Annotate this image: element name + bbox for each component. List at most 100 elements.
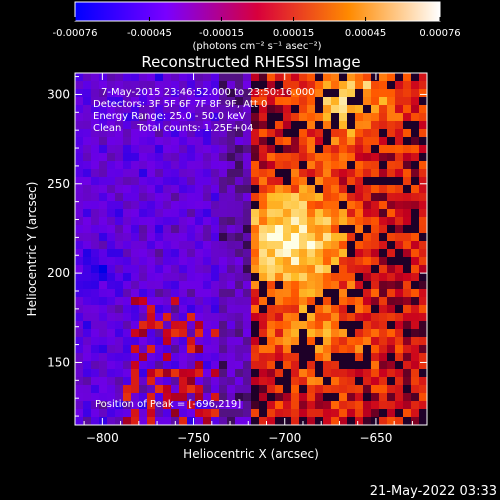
heatmap-cell <box>387 217 396 226</box>
heatmap-cell <box>315 153 324 162</box>
heatmap-cell <box>363 257 372 266</box>
heatmap-cell <box>379 297 388 306</box>
heatmap-cell <box>331 337 340 346</box>
heatmap-cell <box>171 305 180 314</box>
heatmap-cell <box>123 257 132 266</box>
heatmap-cell <box>107 297 116 306</box>
heatmap-cell <box>403 385 412 394</box>
heatmap-cell <box>355 233 364 242</box>
heatmap-cell <box>299 233 308 242</box>
heatmap-cell <box>395 281 404 290</box>
heatmap-cell <box>411 257 420 266</box>
heatmap-cell <box>275 337 284 346</box>
heatmap-cell <box>403 193 412 202</box>
heatmap-cell <box>235 113 244 122</box>
heatmap-cell <box>99 201 108 210</box>
heatmap-cell <box>219 369 228 378</box>
heatmap-cell <box>187 281 196 290</box>
heatmap-cell <box>331 353 340 362</box>
heatmap-cell <box>211 297 220 306</box>
heatmap-cell <box>91 89 100 98</box>
heatmap-cell <box>91 337 100 346</box>
heatmap-cell <box>131 345 140 354</box>
heatmap-cell <box>251 241 260 250</box>
heatmap-cell <box>163 153 172 162</box>
heatmap-cell <box>99 369 108 378</box>
heatmap-cell <box>403 257 412 266</box>
heatmap-cell <box>371 385 380 394</box>
heatmap-cell <box>163 361 172 370</box>
heatmap-cell <box>379 273 388 282</box>
heatmap-cell <box>371 217 380 226</box>
heatmap-cell <box>171 81 180 90</box>
heatmap-cell <box>83 129 92 138</box>
heatmap-cell <box>235 241 244 250</box>
heatmap-cell <box>83 121 92 130</box>
heatmap-cell <box>291 225 300 234</box>
heatmap-cell <box>91 305 100 314</box>
heatmap-cell <box>163 233 172 242</box>
heatmap-cell <box>379 289 388 298</box>
heatmap-cell <box>171 177 180 186</box>
heatmap-cell <box>187 81 196 90</box>
heatmap-cell <box>243 249 252 258</box>
heatmap-cell <box>299 73 308 82</box>
heatmap-cell <box>371 105 380 114</box>
heatmap-cell <box>323 305 332 314</box>
heatmap-cell <box>227 193 236 202</box>
heatmap-cell <box>243 169 252 178</box>
heatmap-cell <box>139 113 148 122</box>
heatmap-cell <box>379 369 388 378</box>
heatmap-cell <box>235 177 244 186</box>
heatmap-cell <box>259 129 268 138</box>
heatmap-cell <box>355 121 364 130</box>
heatmap-cell <box>347 265 356 274</box>
heatmap-cell <box>147 353 156 362</box>
heatmap-cell <box>83 417 92 425</box>
heatmap-cell <box>267 297 276 306</box>
heatmap-cell <box>195 273 204 282</box>
heatmap-cell <box>187 161 196 170</box>
heatmap-cell <box>75 273 84 282</box>
heatmap-cell <box>187 369 196 378</box>
heatmap-cell <box>419 361 427 370</box>
heatmap-cell <box>131 289 140 298</box>
heatmap-cell <box>99 345 108 354</box>
heatmap-cell <box>139 345 148 354</box>
heatmap-cell <box>107 161 116 170</box>
heatmap-cell <box>395 185 404 194</box>
heatmap-cell <box>227 257 236 266</box>
heatmap-cell <box>395 161 404 170</box>
heatmap-cell <box>107 417 116 425</box>
heatmap-cell <box>411 169 420 178</box>
heatmap-cell <box>187 417 196 425</box>
heatmap-cell <box>291 89 300 98</box>
heatmap-cell <box>267 417 276 425</box>
heatmap-cell <box>379 217 388 226</box>
heatmap-cell <box>291 201 300 210</box>
heatmap-cell <box>227 401 236 410</box>
heatmap-cell <box>203 321 212 330</box>
heatmap-cell <box>115 73 124 82</box>
heatmap-cell <box>419 97 427 106</box>
heatmap-cell <box>115 337 124 346</box>
heatmap-cell <box>387 417 396 425</box>
heatmap-cell <box>75 297 84 306</box>
peak-position-label: Position of Peak = [-696,219] <box>95 399 241 410</box>
heatmap-cell <box>379 393 388 402</box>
heatmap-cell <box>291 337 300 346</box>
heatmap-cell <box>323 169 332 178</box>
heatmap-cell <box>259 97 268 106</box>
heatmap-cell <box>163 305 172 314</box>
heatmap-cell <box>259 377 268 386</box>
heatmap-cell <box>307 177 316 186</box>
heatmap-cell <box>131 161 140 170</box>
heatmap-cell <box>171 313 180 322</box>
heatmap-cell <box>347 193 356 202</box>
heatmap-cell <box>163 81 172 90</box>
heatmap-cell <box>315 209 324 218</box>
heatmap-cell <box>307 257 316 266</box>
heatmap-cell <box>83 313 92 322</box>
heatmap-cell <box>187 297 196 306</box>
heatmap-cell <box>283 129 292 138</box>
